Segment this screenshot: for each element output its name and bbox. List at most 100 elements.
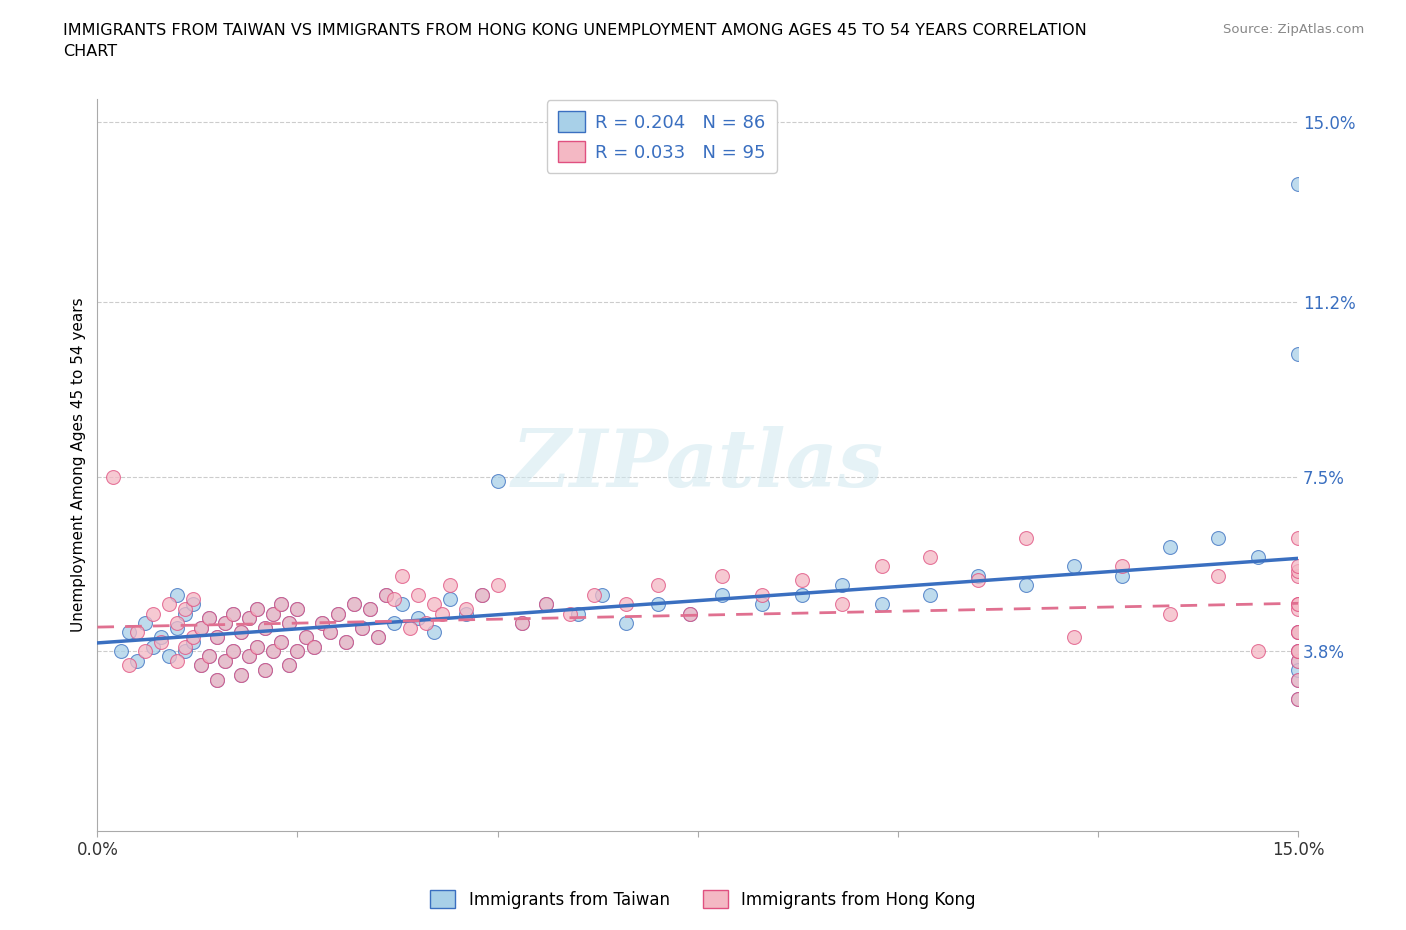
Point [207,672,229,687]
Point [751,587,773,602]
Text: IMMIGRANTS FROM TAIWAN VS IMMIGRANTS FROM HONG KONG UNEMPLOYMENT AMONG AGES 45 T: IMMIGRANTS FROM TAIWAN VS IMMIGRANTS FRO… [63,23,1087,60]
Point [430,606,453,621]
Point [166,653,188,668]
Point [415,616,437,631]
Point [1286,672,1309,687]
Point [398,620,420,635]
Point [174,602,197,617]
Point [1063,630,1085,644]
Point [534,597,557,612]
Point [567,606,589,621]
Point [486,473,509,488]
Point [918,550,941,565]
Point [294,630,316,644]
Text: Source: ZipAtlas.com: Source: ZipAtlas.com [1223,23,1364,36]
Point [967,573,990,588]
Point [134,644,156,658]
Point [422,625,444,640]
Point [302,639,325,654]
Point [1286,691,1309,706]
Point [382,616,405,631]
Point [918,587,941,602]
Point [614,616,637,631]
Point [647,597,669,612]
Point [246,602,269,617]
Point [118,625,141,640]
Point [1286,653,1309,668]
Point [1063,559,1085,574]
Point [1286,559,1309,574]
Point [454,606,477,621]
Point [222,606,245,621]
Point [270,634,292,649]
Point [439,578,461,592]
Point [374,587,396,602]
Point [134,616,156,631]
Point [127,653,149,668]
Point [127,625,149,640]
Point [222,644,245,658]
Point [214,653,236,668]
Point [157,648,180,663]
Point [190,620,212,635]
Point [367,630,389,644]
Point [254,620,277,635]
Point [263,606,285,621]
Point [558,606,581,621]
Point [207,630,229,644]
Point [198,611,221,626]
Point [270,597,292,612]
Point [278,658,301,673]
Point [679,606,702,621]
Point [183,630,205,644]
Point [238,648,260,663]
Point [231,625,253,640]
Point [263,644,285,658]
Point [391,597,413,612]
Point [406,611,429,626]
Legend: R = 0.204   N = 86, R = 0.033   N = 95: R = 0.204 N = 86, R = 0.033 N = 95 [547,100,776,173]
Point [335,634,357,649]
Point [198,648,221,663]
Point [439,591,461,606]
Point [406,587,429,602]
Point [326,606,349,621]
Point [231,668,253,683]
Point [1286,530,1309,545]
Point [190,658,212,673]
Point [1286,625,1309,640]
Point [1159,606,1181,621]
Point [326,606,349,621]
Point [1015,530,1038,545]
Point [190,658,212,673]
Point [254,663,277,678]
Point [198,611,221,626]
Point [142,639,165,654]
Point [1286,568,1309,583]
Point [254,620,277,635]
Point [270,597,292,612]
Point [287,602,309,617]
Point [1015,578,1038,592]
Point [471,587,494,602]
Point [614,597,637,612]
Point [254,663,277,678]
Point [246,639,269,654]
Point [183,591,205,606]
Point [183,597,205,612]
Legend: Immigrants from Taiwan, Immigrants from Hong Kong: Immigrants from Taiwan, Immigrants from … [422,882,984,917]
Point [231,668,253,683]
Point [214,653,236,668]
Point [582,587,605,602]
Point [1247,644,1270,658]
Point [1286,625,1309,640]
Point [214,616,236,631]
Point [870,559,893,574]
Point [287,644,309,658]
Point [246,602,269,617]
Point [870,597,893,612]
Point [311,616,333,631]
Point [166,587,188,602]
Point [335,634,357,649]
Point [422,597,444,612]
